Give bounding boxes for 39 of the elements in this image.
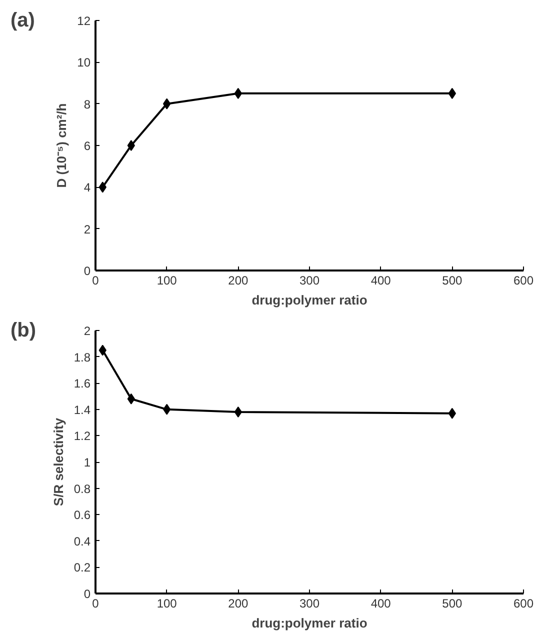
y-tick-label: 1.8 <box>74 350 91 364</box>
x-axis-title: drug:polymer ratio <box>252 292 368 308</box>
y-tick-label: 8 <box>84 97 91 112</box>
y-tick-label: 6 <box>84 139 91 153</box>
y-tick-label: 1.4 <box>74 402 91 417</box>
y-tick-label: 4 <box>84 180 91 195</box>
y-axis-title: S/R selectivity <box>50 417 66 506</box>
y-tick-label: 1.6 <box>74 376 91 391</box>
x-tick-label: 500 <box>442 596 463 610</box>
text: (b) <box>10 320 36 342</box>
x-tick-label: 400 <box>370 274 392 288</box>
x-tick-label: 500 <box>442 274 463 288</box>
x-tick-label: 300 <box>299 274 320 288</box>
point <box>127 140 135 151</box>
y-tick-label: 0 <box>84 587 91 601</box>
x-tick-label: 600 <box>513 274 534 288</box>
y-tick-label: 0.8 <box>74 482 91 496</box>
x-tick-label: 0 <box>92 596 100 610</box>
x-tick-label: 200 <box>228 596 249 610</box>
y-tick-label: 1 <box>84 456 91 470</box>
x-tick-label: 300 <box>299 596 320 610</box>
x-tick-label: 400 <box>370 596 392 610</box>
y-tick-label: 0.2 <box>74 560 91 575</box>
x-tick-label: 100 <box>156 596 178 610</box>
text: (a) <box>10 10 35 32</box>
y-axis-title: D (10⁻⁵) cm²/h <box>54 103 70 188</box>
y-tick-label: 0.6 <box>74 508 91 522</box>
y-tick-label: 10 <box>77 56 91 70</box>
x-tick-label: 600 <box>513 596 534 610</box>
y-tick-label: 0 <box>84 264 91 278</box>
y-tick-label: 2 <box>84 324 91 338</box>
y-tick-label: 1.2 <box>74 429 91 444</box>
x-tick-label: 0 <box>92 274 100 288</box>
x-tick-label: 200 <box>228 274 249 288</box>
y-tick-label: 0.4 <box>74 534 91 548</box>
y-tick-label: 12 <box>77 14 91 28</box>
x-axis-title: drug:polymer ratio <box>252 616 368 630</box>
y-tick-label: 2 <box>84 222 91 236</box>
x-tick-label: 100 <box>156 274 178 288</box>
